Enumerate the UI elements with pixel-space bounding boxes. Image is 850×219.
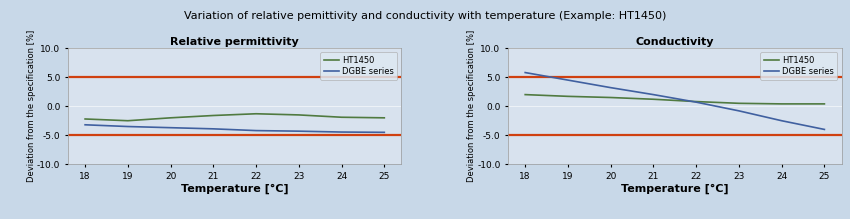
DGBE series [208,127,218,130]
DGBE series [520,71,530,74]
Legend: HT1450, DGBE series: HT1450, DGBE series [761,52,837,79]
DGBE series [819,128,830,131]
X-axis label: Temperature [°C]: Temperature [°C] [181,184,288,194]
HT1450 [819,102,830,105]
HT1450 [251,112,261,115]
HT1450 [734,102,744,105]
Text: Variation of relative pemittivity and conductivity with temperature (Example: HT: Variation of relative pemittivity and co… [184,11,666,21]
Legend: HT1450, DGBE series: HT1450, DGBE series [320,52,397,79]
HT1450 [520,93,530,96]
DGBE series [251,129,261,132]
Y-axis label: Deviation from the specification [%]: Deviation from the specification [%] [26,30,36,182]
HT1450 [337,116,347,118]
DGBE series [777,119,787,122]
HT1450 [294,114,304,116]
Line: HT1450: HT1450 [525,95,824,104]
HT1450 [208,114,218,117]
HT1450 [649,98,659,101]
DGBE series [379,131,389,134]
DGBE series [691,101,701,103]
Title: Relative permittivity: Relative permittivity [170,37,299,47]
HT1450 [122,119,133,122]
HT1450 [605,96,615,99]
Line: DGBE series: DGBE series [525,72,824,129]
HT1450 [563,95,573,98]
DGBE series [294,130,304,132]
X-axis label: Temperature [°C]: Temperature [°C] [621,184,728,194]
HT1450 [777,102,787,105]
HT1450 [80,118,90,120]
DGBE series [166,126,176,129]
Line: DGBE series: DGBE series [85,125,384,132]
DGBE series [649,93,659,96]
DGBE series [605,86,615,89]
DGBE series [734,110,744,112]
HT1450 [166,117,176,119]
DGBE series [563,79,573,81]
DGBE series [337,131,347,133]
Title: Conductivity: Conductivity [636,37,714,47]
DGBE series [80,124,90,126]
DGBE series [122,125,133,128]
HT1450 [691,100,701,103]
HT1450 [379,117,389,119]
Line: HT1450: HT1450 [85,114,384,121]
Y-axis label: Deviation from the specification [%]: Deviation from the specification [%] [467,30,476,182]
